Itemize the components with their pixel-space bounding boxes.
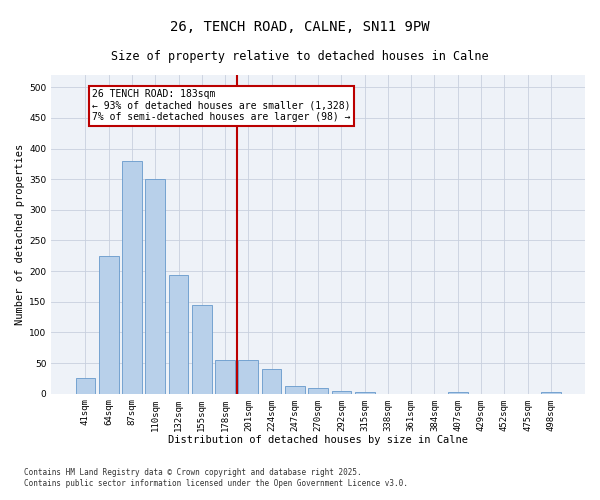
X-axis label: Distribution of detached houses by size in Calne: Distribution of detached houses by size … (168, 435, 468, 445)
Bar (122, 161, 142, 394)
Y-axis label: Number of detached properties: Number of detached properties (15, 144, 25, 325)
Bar (308, 388, 328, 394)
Bar (541, 392, 561, 394)
Text: Contains HM Land Registry data © Crown copyright and database right 2025.
Contai: Contains HM Land Registry data © Crown c… (24, 468, 408, 487)
Bar (192, 305, 212, 394)
Text: 26, TENCH ROAD, CALNE, SN11 9PW: 26, TENCH ROAD, CALNE, SN11 9PW (170, 20, 430, 34)
Bar (355, 392, 374, 394)
Bar (76, 378, 95, 394)
Bar (448, 392, 467, 394)
Bar (145, 179, 165, 394)
Bar (332, 390, 352, 394)
Bar (285, 386, 305, 394)
Bar (215, 360, 235, 394)
Bar (238, 360, 258, 394)
Text: Size of property relative to detached houses in Calne: Size of property relative to detached ho… (111, 50, 489, 63)
Text: 26 TENCH ROAD: 183sqm
← 93% of detached houses are smaller (1,328)
7% of semi-de: 26 TENCH ROAD: 183sqm ← 93% of detached … (92, 89, 351, 122)
Bar (99, 256, 119, 394)
Bar (169, 276, 188, 394)
Bar (262, 369, 281, 394)
